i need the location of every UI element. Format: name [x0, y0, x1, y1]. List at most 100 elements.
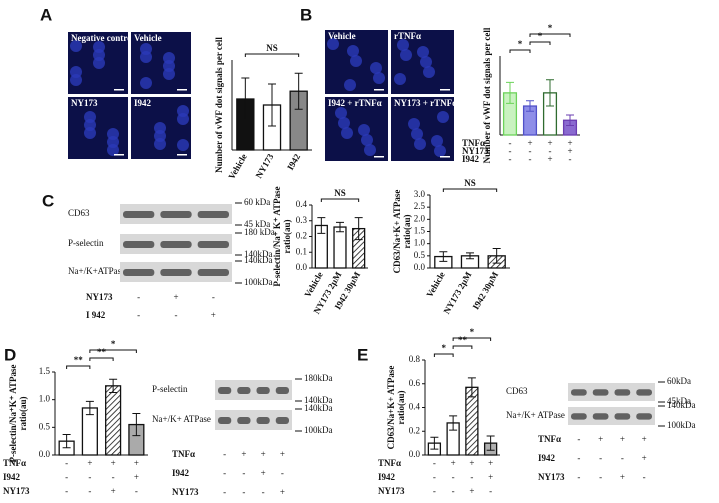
- condition-sign: +: [211, 310, 216, 320]
- y-tick-label: 0.4: [409, 402, 421, 412]
- error-bar: [486, 435, 495, 451]
- error-bar: [85, 400, 94, 416]
- significance-bracket: [529, 41, 551, 45]
- y-tick-label: 2.0: [414, 213, 426, 223]
- condition-sign: -: [529, 154, 532, 164]
- condition-label: I 942: [86, 310, 106, 320]
- error-bar: [566, 114, 574, 127]
- significance-label: **: [458, 335, 468, 345]
- y-tick-label: 1.0: [414, 238, 426, 248]
- nucleus: [423, 66, 435, 78]
- y-axis-label: CD63/Na+K+ ATPase: [386, 366, 396, 450]
- y-tick-label: 0.0: [414, 262, 426, 272]
- scale-bar: [114, 89, 124, 91]
- marker-label: 60kDa: [667, 376, 691, 386]
- blot-band: [614, 389, 631, 396]
- marker-label: 140kDa: [244, 249, 273, 259]
- y-axis-label: Number of vWF dot signals per cell: [482, 27, 492, 163]
- marker-label: 140kDa: [667, 400, 696, 410]
- error-bar: [449, 415, 458, 431]
- y-axis-label: ratio(au): [402, 215, 412, 249]
- error-bar: [268, 83, 276, 127]
- condition-sign: -: [112, 472, 115, 482]
- error-bar: [439, 251, 448, 262]
- condition-sign: +: [280, 449, 285, 459]
- nucleus: [400, 49, 412, 61]
- condition-sign: +: [469, 486, 474, 496]
- condition-sign: +: [173, 292, 178, 302]
- blot-band: [123, 241, 155, 248]
- condition-sign: -: [569, 154, 572, 164]
- nucleus: [335, 107, 347, 119]
- condition-sign: -: [223, 487, 226, 497]
- scale-bar: [440, 89, 450, 91]
- blot-band: [197, 241, 229, 248]
- panel-label: D: [4, 345, 16, 364]
- nucleus: [341, 127, 353, 139]
- significance-label: *: [548, 23, 553, 33]
- significance-bracket: [433, 353, 454, 357]
- condition-sign: +: [527, 138, 532, 148]
- image-label: Vehicle: [134, 33, 162, 43]
- significance-bracket: [320, 198, 360, 202]
- significance-label: *: [538, 31, 543, 41]
- marker-label: 100kDa: [244, 277, 273, 287]
- image-label: I942 + rTNFα: [328, 98, 382, 108]
- condition-sign: +: [134, 472, 139, 482]
- nucleus: [434, 145, 446, 157]
- scale-bar: [374, 89, 384, 91]
- condition-sign: -: [509, 146, 512, 156]
- nucleus: [361, 134, 373, 146]
- y-tick-label: 0.5: [39, 421, 51, 431]
- significance-bracket: [66, 365, 91, 369]
- condition-label: I942: [462, 154, 480, 164]
- blot-row-label: Na+/K+ATPase: [68, 266, 125, 276]
- bar: [333, 226, 347, 269]
- nucleus: [358, 124, 370, 136]
- marker-label: 60 kDa: [244, 197, 270, 207]
- marker-label: 45 kDa: [244, 219, 270, 229]
- blot-band: [197, 269, 229, 276]
- panel-label: A: [40, 5, 52, 24]
- error-bar: [132, 413, 141, 437]
- marker-label: 45kDa: [667, 396, 691, 406]
- significance-label: **: [97, 347, 107, 357]
- significance-bracket: [89, 357, 114, 361]
- condition-sign: -: [643, 472, 646, 482]
- condition-label: I942: [378, 472, 396, 482]
- condition-sign: +: [488, 472, 493, 482]
- marker-label: 100kDa: [304, 425, 333, 435]
- error-bar: [506, 81, 514, 104]
- marker-label: 140kDa: [244, 255, 273, 265]
- condition-sign: -: [509, 154, 512, 164]
- condition-label: NY173: [378, 486, 405, 496]
- y-axis-label: P-selectin/Na⁺ K⁺ ATPase: [272, 186, 282, 286]
- condition-sign: +: [87, 458, 92, 468]
- panel-label: B: [300, 5, 312, 24]
- blot-row-label: P-selectin: [68, 238, 104, 248]
- condition-sign: -: [433, 472, 436, 482]
- error-bar: [336, 221, 344, 233]
- condition-label: I942: [172, 468, 190, 478]
- blot-row-label: P-selectin: [152, 384, 188, 394]
- error-bar: [241, 77, 250, 121]
- significance-label: *: [442, 343, 447, 353]
- y-tick-label: 0.2: [296, 231, 307, 241]
- significance-label: *: [518, 39, 523, 49]
- nucleus: [93, 41, 105, 53]
- nucleus: [140, 43, 152, 55]
- condition-sign: -: [509, 138, 512, 148]
- nucleus: [437, 111, 449, 123]
- significance-bracket: [89, 349, 137, 353]
- blot-row-label: CD63: [506, 386, 528, 396]
- condition-label: TNFα: [462, 138, 485, 148]
- condition-sign: -: [242, 468, 245, 478]
- y-tick-label: 0.0: [39, 449, 51, 459]
- image-label: Vehicle: [328, 31, 356, 41]
- condition-sign: +: [598, 434, 603, 444]
- image-label: Negative control: [71, 33, 135, 43]
- y-tick-label: 0.0: [409, 449, 421, 459]
- condition-sign: -: [135, 486, 138, 496]
- significance-bracket: [509, 49, 531, 53]
- condition-sign: +: [469, 458, 474, 468]
